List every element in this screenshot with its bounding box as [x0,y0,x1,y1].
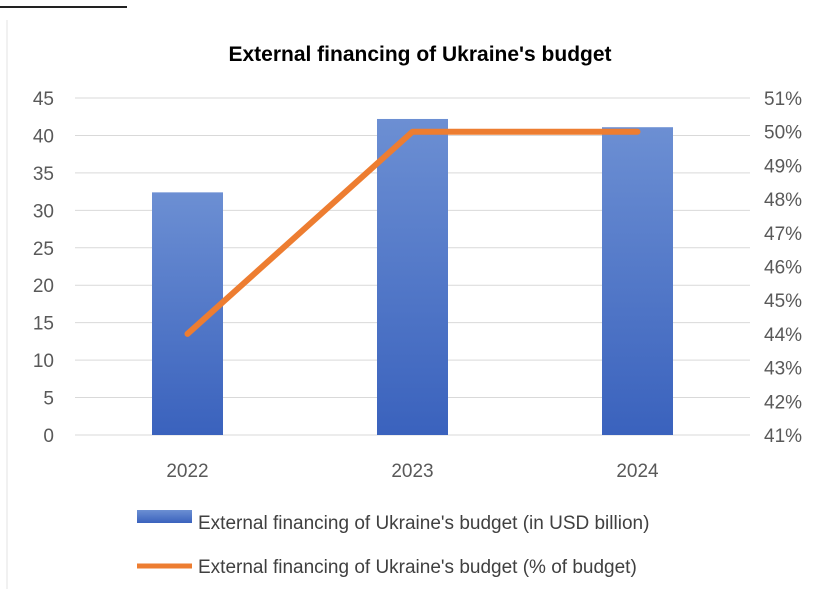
legend: External financing of Ukraine's budget (… [137,510,649,578]
left-axis-tick-label: 10 [33,351,54,372]
left-axis-ticks: 0 5 10 15 20 25 30 35 40 45 [33,89,54,447]
right-axis-tick-label: 51% [764,89,802,110]
right-axis-tick-label: 46% [764,258,802,279]
right-axis-tick-label: 42% [764,392,802,413]
x-axis-ticks: 2022 2023 2024 [166,461,659,482]
right-axis-tick-label: 48% [764,190,802,211]
x-axis-tick-label: 2022 [166,461,208,482]
left-axis-tick-label: 45 [33,89,54,110]
left-axis-tick-label: 35 [33,164,54,185]
right-axis-tick-label: 43% [764,359,802,380]
legend-bar-swatch [137,510,192,523]
right-axis-tick-label: 45% [764,291,802,312]
left-axis-tick-label: 40 [33,126,54,147]
series-line [184,128,641,337]
bar [602,127,673,435]
right-axis-tick-label: 49% [764,156,802,177]
line-series [184,128,641,337]
left-axis-tick-label: 15 [33,314,54,335]
right-axis-tick-label: 44% [764,325,802,346]
bar [377,118,448,436]
legend-bar-label: External financing of Ukraine's budget (… [198,513,649,534]
left-axis-tick-label: 30 [33,201,54,222]
x-axis-tick-label: 2023 [391,461,433,482]
left-axis-tick-label: 25 [33,239,54,260]
bar-series [152,118,673,436]
right-axis-tick-label: 41% [764,426,802,447]
right-axis-ticks: 41% 42% 43% 44% 45% 46% 47% 48% 49% 50% 51% [764,89,802,447]
left-axis-tick-label: 5 [43,389,54,410]
right-axis-tick-label: 50% [764,123,802,144]
left-axis-tick-label: 0 [43,426,54,447]
legend-line-label: External financing of Ukraine's budget (… [198,557,637,578]
left-axis-tick-label: 20 [33,276,54,297]
chart-title: External financing of Ukraine's budget [228,43,611,66]
right-axis-tick-label: 47% [764,224,802,245]
x-axis-tick-label: 2024 [616,461,659,482]
